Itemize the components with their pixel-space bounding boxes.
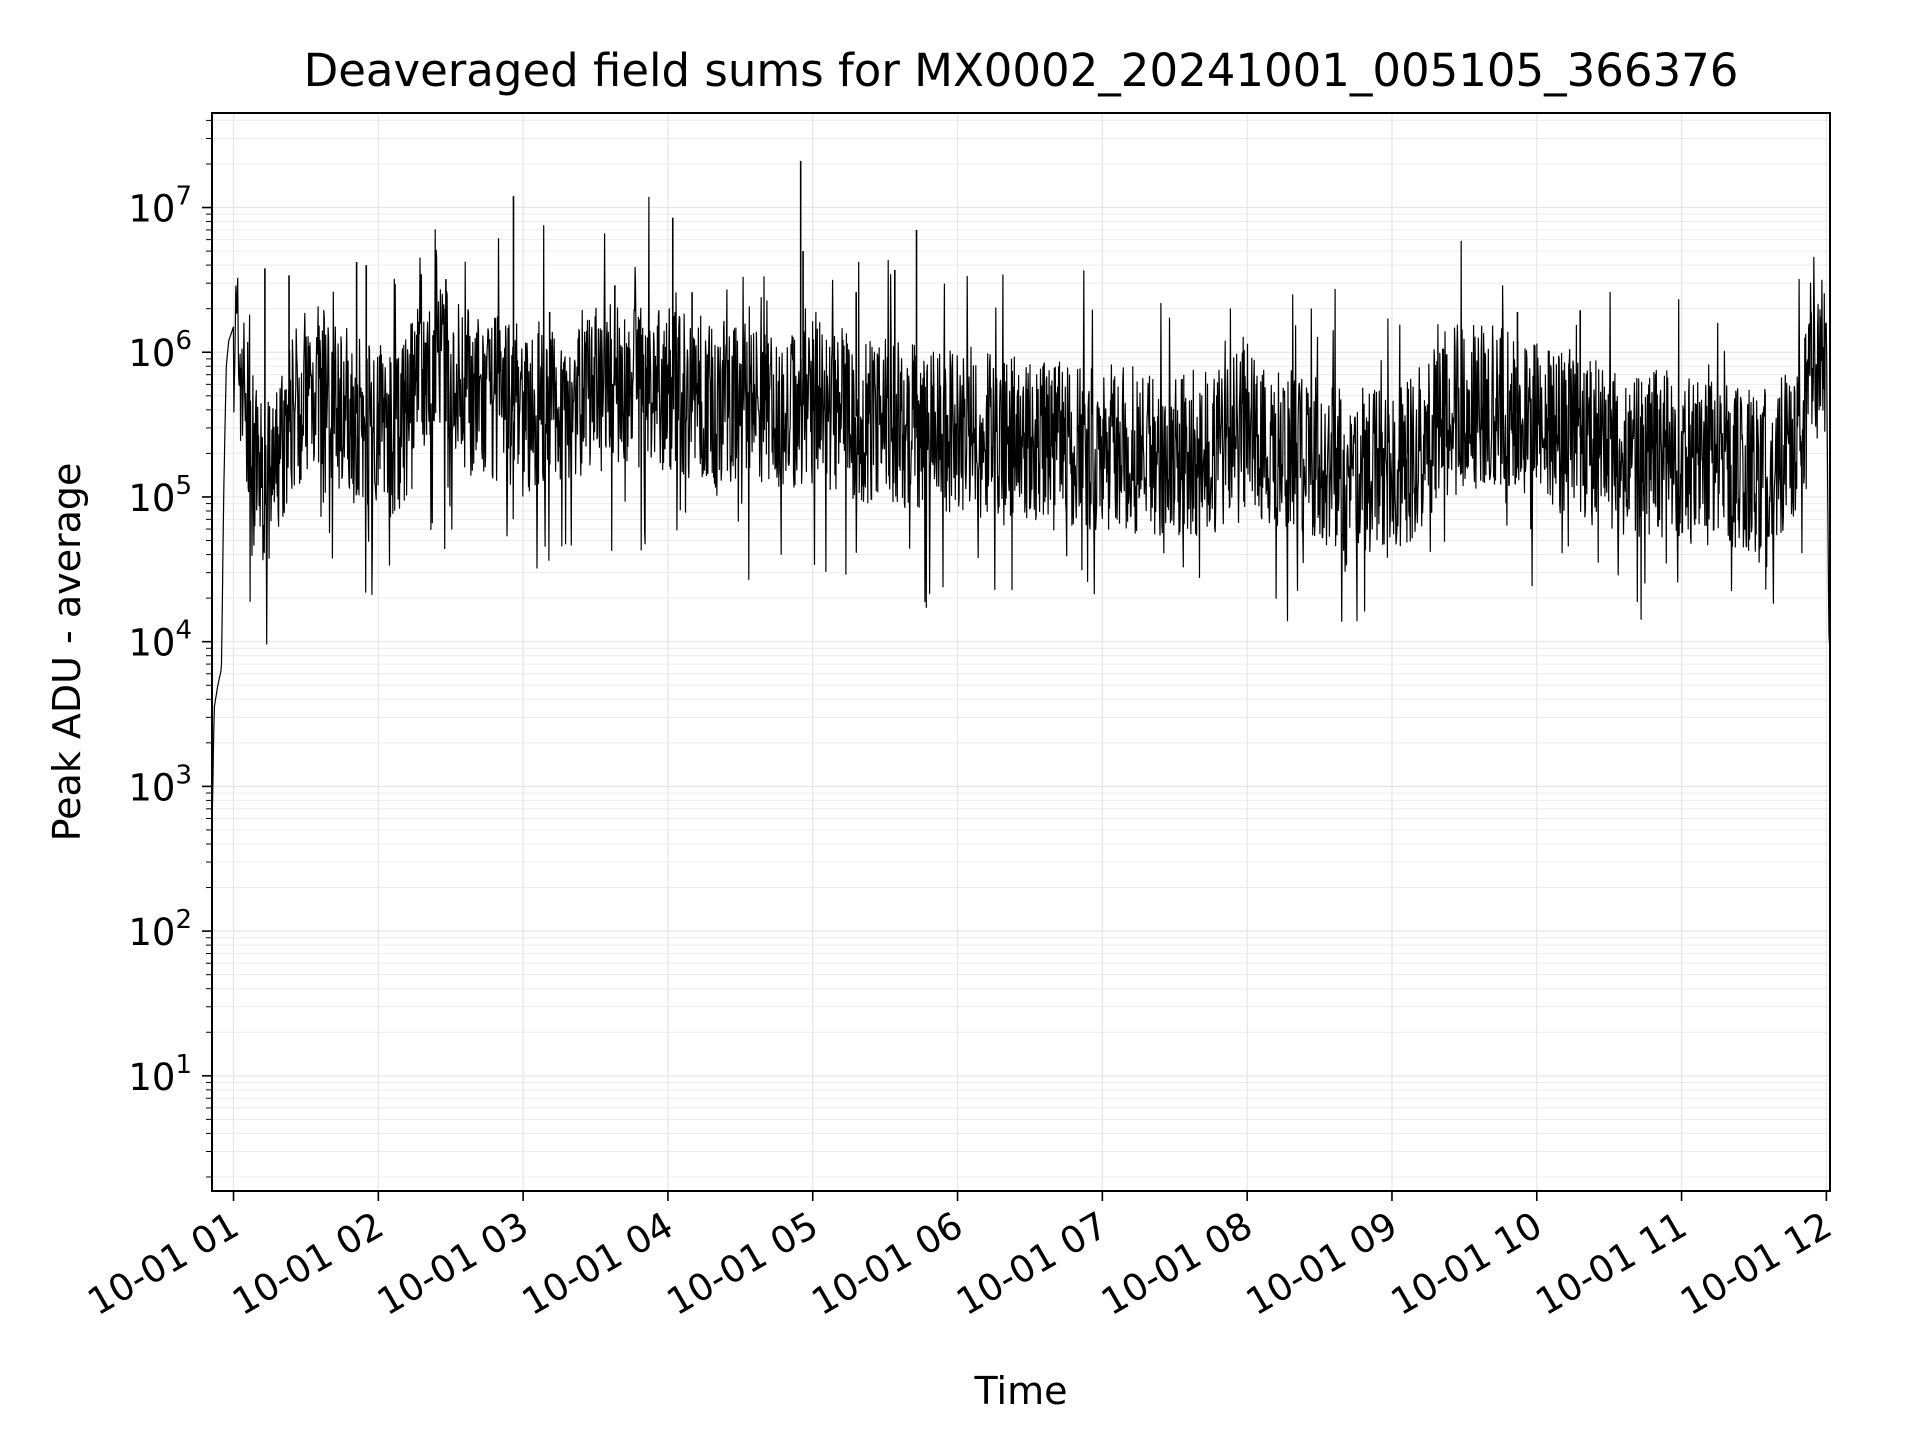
y-tick-label: 105	[128, 471, 192, 520]
y-tick-label: 103	[128, 760, 192, 809]
y-tick-label: 106	[128, 326, 192, 375]
plot-frame	[211, 112, 1831, 1192]
data-line-layer	[211, 160, 1831, 831]
series-line	[211, 196, 1831, 831]
chart-title: Deaveraged field sums for MX0002_2024100…	[304, 44, 1739, 97]
x-axis-label: Time	[974, 1369, 1068, 1413]
grid	[212, 113, 1830, 1191]
y-tick-label: 104	[128, 616, 192, 665]
y-axis-label: Peak ADU - average	[45, 463, 89, 842]
y-tick-label: 102	[128, 905, 192, 954]
y-tick-label: 101	[128, 1050, 192, 1099]
y-tick-label: 107	[128, 182, 192, 231]
